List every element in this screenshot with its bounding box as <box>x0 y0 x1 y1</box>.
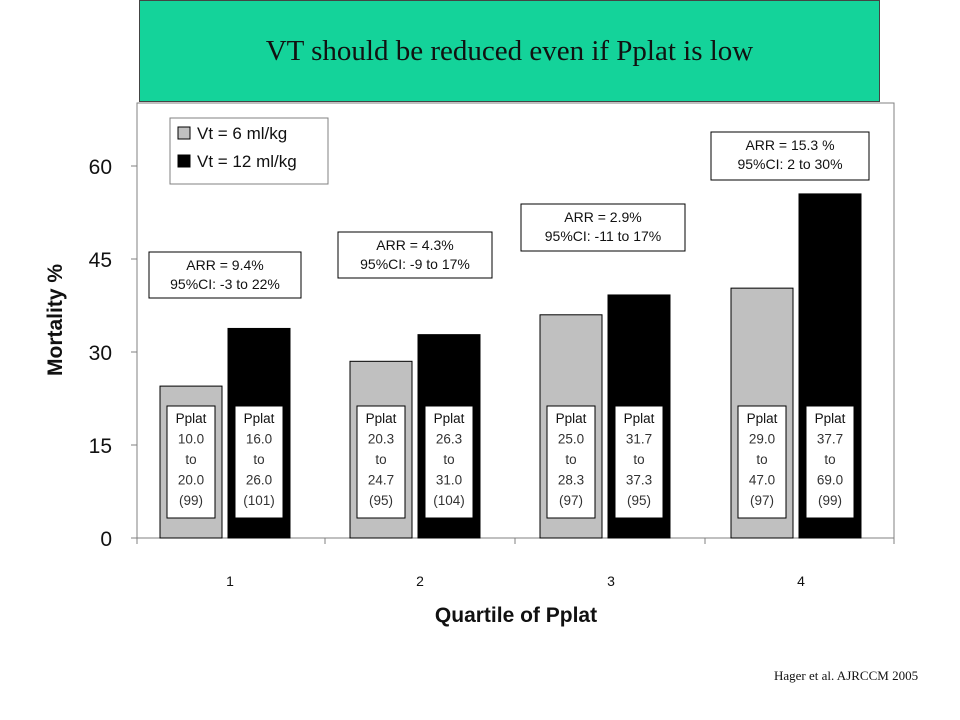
legend-label: Vt = 6 ml/kg <box>197 124 287 143</box>
pplat-label-line: 37.7 <box>817 432 843 447</box>
y-tick-label: 60 <box>89 156 112 179</box>
pplat-label-line: (95) <box>369 493 393 508</box>
legend-box <box>169 117 329 185</box>
pplat-label-line: to <box>633 452 644 467</box>
arr-annotation-box <box>337 231 493 279</box>
pplat-label-line: to <box>443 452 454 467</box>
arr-annotation-line: 95%CI: -11 to 17% <box>545 228 661 244</box>
pplat-label-line: Pplat <box>176 411 207 426</box>
pplat-label-line: (99) <box>818 493 842 508</box>
pplat-label-line: 31.7 <box>626 432 652 447</box>
pplat-label-box <box>234 405 284 519</box>
pplat-label-box <box>614 405 664 519</box>
pplat-label-line: Pplat <box>366 411 397 426</box>
pplat-label-line: 26.3 <box>436 432 462 447</box>
y-tick-label: 45 <box>89 249 112 272</box>
pplat-label-line: (95) <box>627 493 651 508</box>
arr-annotation-line: 95%CI: -3 to 22% <box>170 276 280 292</box>
pplat-label-line: (97) <box>559 493 583 508</box>
arr-annotation-box <box>520 203 686 252</box>
legend-swatch <box>177 154 191 168</box>
pplat-label-line: 20.3 <box>368 432 394 447</box>
pplat-label-box <box>356 405 406 519</box>
y-axis-label: Mortality % <box>44 264 67 376</box>
legend-label: Vt = 12 ml/kg <box>197 152 297 171</box>
pplat-label-line: 24.7 <box>368 473 394 488</box>
y-tick-label: 0 <box>100 528 112 551</box>
pplat-label-box <box>805 405 855 519</box>
arr-annotation-box <box>148 251 302 299</box>
pplat-label-line: to <box>756 452 767 467</box>
pplat-label-box <box>737 405 787 519</box>
pplat-label-line: 31.0 <box>436 473 462 488</box>
pplat-label-line: 26.0 <box>246 473 272 488</box>
slide-title: VT should be reduced even if Pplat is lo… <box>265 34 754 67</box>
pplat-label-line: to <box>824 452 835 467</box>
pplat-label-line: 10.0 <box>178 432 204 447</box>
arr-annotation-box <box>710 131 870 181</box>
arr-annotation-line: ARR = 15.3 % <box>745 137 834 153</box>
x-tick-label: 4 <box>797 573 805 589</box>
pplat-label-line: (101) <box>243 493 275 508</box>
pplat-label-line: Pplat <box>624 411 655 426</box>
arr-annotation-line: ARR = 4.3% <box>376 237 453 253</box>
pplat-label-line: (104) <box>433 493 465 508</box>
pplat-label-box <box>424 405 474 519</box>
x-tick-label: 1 <box>226 573 234 589</box>
pplat-label-line: 69.0 <box>817 473 843 488</box>
pplat-label-box <box>546 405 596 519</box>
slide-title-box: VT should be reduced even if Pplat is lo… <box>139 0 880 102</box>
pplat-label-line: 25.0 <box>558 432 584 447</box>
y-tick-label: 15 <box>89 435 112 458</box>
pplat-label-line: (99) <box>179 493 203 508</box>
arr-annotation-line: 95%CI: 2 to 30% <box>737 156 842 172</box>
x-tick-label: 3 <box>607 573 615 589</box>
pplat-label-line: 16.0 <box>246 432 272 447</box>
pplat-label-line: 37.3 <box>626 473 652 488</box>
x-tick-label: 2 <box>416 573 424 589</box>
pplat-label-line: to <box>565 452 576 467</box>
y-tick-label: 30 <box>89 342 112 365</box>
pplat-label-line: to <box>253 452 264 467</box>
pplat-label-line: Pplat <box>815 411 846 426</box>
arr-annotation-line: ARR = 9.4% <box>186 257 263 273</box>
pplat-label-line: Pplat <box>434 411 465 426</box>
arr-annotation-line: 95%CI: -9 to 17% <box>360 256 470 272</box>
pplat-label-line: Pplat <box>556 411 587 426</box>
pplat-label-line: 47.0 <box>749 473 775 488</box>
pplat-label-line: 20.0 <box>178 473 204 488</box>
arr-annotation-line: ARR = 2.9% <box>564 209 641 225</box>
legend-swatch <box>177 126 191 140</box>
pplat-label-line: Pplat <box>244 411 275 426</box>
pplat-label-line: to <box>185 452 196 467</box>
pplat-label-line: 28.3 <box>558 473 584 488</box>
pplat-label-line: to <box>375 452 386 467</box>
pplat-label-box <box>166 405 216 519</box>
pplat-label-line: Pplat <box>747 411 778 426</box>
pplat-label-line: 29.0 <box>749 432 775 447</box>
x-axis-label: Quartile of Pplat <box>435 604 597 627</box>
pplat-label-line: (97) <box>750 493 774 508</box>
citation: Hager et al. AJRCCM 2005 <box>774 668 919 683</box>
